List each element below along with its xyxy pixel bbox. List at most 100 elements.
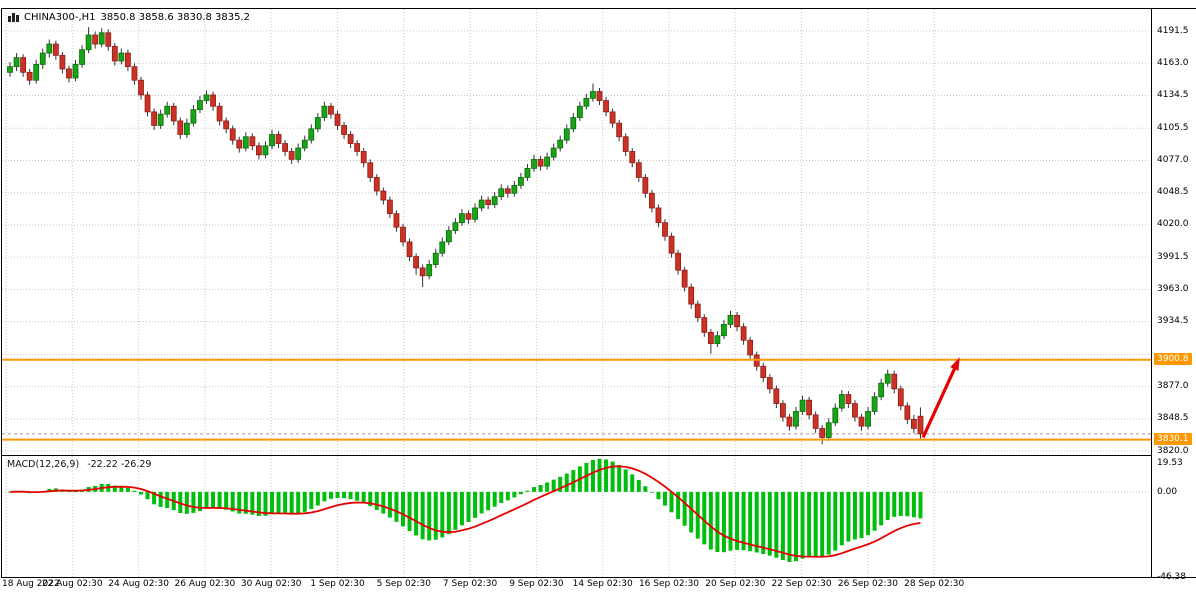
candle-body xyxy=(98,32,105,45)
macd-bar xyxy=(512,491,517,498)
candle-body xyxy=(321,105,328,118)
candle-body xyxy=(707,331,714,345)
macd-bar xyxy=(230,491,235,512)
macd-bar xyxy=(112,485,117,492)
macd-bar xyxy=(892,491,897,517)
macd-bar xyxy=(787,491,792,562)
candle-body xyxy=(334,113,341,126)
macd-bar xyxy=(184,491,189,514)
price-axis[interactable]: 4191.5 4163.0 4134.5 4105.5 4077.0 4048.5 4020… xyxy=(1153,8,1196,582)
candle-body xyxy=(721,324,727,337)
macd-bar xyxy=(440,491,445,538)
macd-bar xyxy=(197,491,202,511)
candle-body xyxy=(367,162,374,178)
candle-body xyxy=(747,339,754,356)
time-axis-label: 5 Sep 02:30 xyxy=(376,579,431,589)
trend-arrow-annotation xyxy=(921,362,959,439)
candle-body xyxy=(439,241,446,254)
candle-body xyxy=(223,120,230,130)
chart-frame: CHINA300-,H1 3850.8 3858.6 3830.8 3835.2… xyxy=(1,8,1152,578)
candle-body xyxy=(734,314,740,328)
macd-bar xyxy=(328,491,333,499)
price-axis-label: 3877.0 xyxy=(1157,381,1189,392)
candle-body xyxy=(897,388,904,407)
candle-body xyxy=(871,396,878,412)
candle-body xyxy=(832,407,839,424)
candle-body xyxy=(865,411,871,427)
candle-body xyxy=(858,416,865,427)
candle-body xyxy=(570,117,577,130)
macd-bar xyxy=(918,491,923,519)
candle-body xyxy=(655,207,662,224)
candle-body xyxy=(39,52,46,65)
macd-bar xyxy=(558,476,563,492)
time-axis-label: 7 Sep 02:30 xyxy=(442,579,498,589)
macd-bar xyxy=(649,491,654,493)
candle-body xyxy=(852,403,858,418)
time-axis-label: 28 Sep 02:30 xyxy=(904,579,965,589)
axis-top-border xyxy=(1152,8,1196,9)
candle-body xyxy=(780,403,786,418)
candle-body xyxy=(845,394,852,404)
macd-bar xyxy=(866,491,871,536)
macd-bar xyxy=(446,491,451,534)
candle-body xyxy=(668,235,675,254)
macd-bar xyxy=(590,459,595,492)
macd-bar xyxy=(8,491,12,493)
macd-bar xyxy=(453,491,458,530)
price-axis-label: 4163.0 xyxy=(1157,57,1189,68)
macd-bar xyxy=(551,479,556,492)
price-level-badge: 3900.8 xyxy=(1154,353,1192,366)
candle-body xyxy=(13,57,20,68)
candlestick-chart-icon xyxy=(8,13,19,22)
candle-body xyxy=(380,190,387,201)
macd-bar xyxy=(885,491,890,520)
macd-bar xyxy=(394,491,399,522)
candle-body xyxy=(92,34,99,45)
candle-body xyxy=(838,394,845,409)
macd-bar xyxy=(204,491,209,509)
candle-body xyxy=(911,418,917,429)
macd-bar xyxy=(774,491,779,558)
candle-body xyxy=(563,128,570,141)
macd-bar xyxy=(538,484,543,492)
candle-body xyxy=(524,168,531,178)
candle-body xyxy=(825,422,832,438)
macd-bar xyxy=(119,485,124,492)
macd-bar xyxy=(355,491,360,501)
time-axis[interactable]: 18 Aug 2022 22 Aug 02:30 24 Aug 02:30 26 Au… xyxy=(0,579,1196,593)
candle-body xyxy=(786,416,793,427)
macd-bar xyxy=(125,487,130,492)
macd-bar xyxy=(708,491,713,550)
candle-body xyxy=(642,177,649,194)
candle-body xyxy=(616,122,623,138)
macd-bar xyxy=(217,491,222,509)
macd-bar xyxy=(459,491,464,526)
candle-body xyxy=(511,184,518,194)
macd-bar xyxy=(905,491,910,517)
macd-bar xyxy=(73,491,78,493)
candle-body xyxy=(111,45,118,62)
candle-body xyxy=(445,230,452,243)
candle-body xyxy=(878,382,885,398)
macd-indicator-panel[interactable] xyxy=(2,456,1151,577)
price-chart[interactable] xyxy=(2,9,1151,455)
macd-bar xyxy=(66,491,71,493)
time-axis-label: 22 Sep 02:30 xyxy=(771,579,832,589)
panel-divider[interactable] xyxy=(2,455,1151,456)
candle-body xyxy=(79,49,85,65)
candle-body xyxy=(884,373,891,384)
macd-bar xyxy=(682,491,687,526)
candle-body xyxy=(255,145,262,156)
candle-body xyxy=(635,162,642,178)
candle-body xyxy=(537,158,544,167)
candle-body xyxy=(190,109,197,124)
candle-body xyxy=(799,399,806,412)
candle-body xyxy=(432,252,439,265)
trend-arrow-head xyxy=(950,357,960,371)
macd-bar xyxy=(597,458,602,492)
candle-body xyxy=(373,177,380,192)
candle-body xyxy=(210,94,216,107)
macd-bar xyxy=(492,491,497,507)
